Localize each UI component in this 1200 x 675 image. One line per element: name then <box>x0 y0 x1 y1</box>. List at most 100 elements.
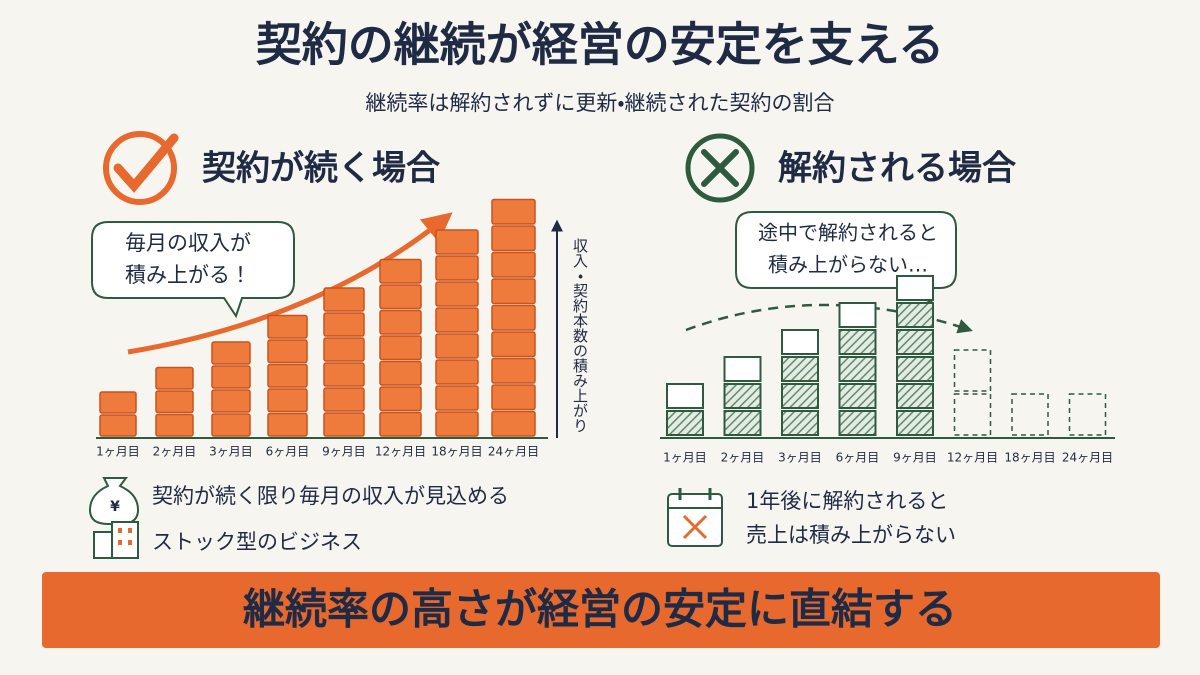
revenue-block <box>267 339 308 364</box>
revenue-block <box>267 388 308 413</box>
left-bubble-line: 積み上がる！ <box>125 263 251 287</box>
building-icon <box>93 521 139 559</box>
growth-arrow <box>127 212 453 355</box>
revenue-block <box>211 341 251 365</box>
block-stack <box>723 356 762 436</box>
revenue-block <box>838 383 877 409</box>
revenue-block <box>155 390 194 414</box>
lost-block <box>953 393 992 436</box>
right-heading: 解約される場合 <box>778 149 1017 189</box>
revenue-block <box>491 384 536 411</box>
revenue-block <box>267 314 308 339</box>
revenue-block <box>435 307 479 333</box>
block-stack <box>323 287 365 437</box>
revenue-block <box>323 412 365 437</box>
revenue-block <box>666 383 704 409</box>
revenue-block <box>379 335 422 361</box>
revenue-block <box>666 410 704 436</box>
left-note: 契約が続く限り毎月の収入が見込める <box>152 484 509 508</box>
lost-stack <box>1011 393 1049 436</box>
revenue-block <box>99 414 137 437</box>
revenue-block <box>435 229 479 255</box>
revenue-block <box>838 356 877 382</box>
right-bubble-line: 途中で解約されると <box>758 221 938 245</box>
revenue-block <box>323 312 365 337</box>
x-label: 24ヶ月目 <box>488 445 539 459</box>
revenue-block <box>896 383 934 409</box>
revenue-block <box>435 411 479 437</box>
right-note: 売上は積み上がらない <box>746 523 956 547</box>
left-bubble <box>91 221 295 319</box>
x-label: 12ヶ月目 <box>375 445 426 459</box>
subtitle: 継続率は解約されずに更新・継続された契約の割合 <box>365 91 834 115</box>
revenue-block <box>379 360 422 386</box>
block-stack <box>491 198 536 437</box>
block-stack <box>838 302 877 436</box>
revenue-block <box>379 411 422 437</box>
x-label: 1ヶ月目 <box>96 445 140 459</box>
revenue-block <box>896 302 934 328</box>
revenue-block <box>435 385 479 411</box>
revenue-block <box>267 412 308 437</box>
revenue-block <box>491 198 536 225</box>
lost-block <box>1068 393 1107 436</box>
revenue-block <box>323 362 365 387</box>
block-stack <box>267 314 308 437</box>
left-heading: 契約が続く場合 <box>202 149 441 189</box>
revenue-block <box>491 304 536 331</box>
x-label: 18ヶ月目 <box>431 445 482 459</box>
x-label: 3ヶ月目 <box>778 451 822 465</box>
revenue-block <box>379 386 422 412</box>
decline-arrow <box>685 303 973 334</box>
x-label: 9ヶ月目 <box>893 451 937 465</box>
revenue-block <box>896 410 934 436</box>
revenue-block <box>211 365 251 389</box>
calendar-icon <box>667 488 723 547</box>
revenue-block <box>491 357 536 384</box>
revenue-block <box>211 389 251 413</box>
block-stack <box>99 391 137 437</box>
block-stack <box>896 275 934 436</box>
revenue-block <box>155 413 194 437</box>
block-stack <box>781 329 819 436</box>
revenue-block <box>155 366 194 390</box>
revenue-block <box>379 284 422 310</box>
revenue-block <box>267 363 308 388</box>
x-label: 6ヶ月目 <box>836 451 880 465</box>
revenue-block <box>435 333 479 359</box>
right-bubble-line: 積み上がらない… <box>768 253 928 277</box>
block-stack <box>155 366 194 437</box>
lost-block <box>953 349 992 392</box>
revenue-block <box>379 258 422 284</box>
revenue-block <box>323 387 365 412</box>
revenue-block <box>491 251 536 278</box>
revenue-block <box>435 255 479 281</box>
revenue-block <box>435 359 479 385</box>
x-label: 6ヶ月目 <box>266 445 310 459</box>
left-axis-label: 収入・契約本数の積み上がり <box>571 238 589 433</box>
x-label: 9ヶ月目 <box>322 445 366 459</box>
svg-text:¥: ¥ <box>110 499 120 515</box>
revenue-block <box>781 329 819 355</box>
block-stack <box>379 258 422 437</box>
block-stack <box>666 383 704 436</box>
title: 契約の継続が経営の安定を支える <box>256 18 945 72</box>
right-note: 1年後に解約されると <box>746 489 948 513</box>
revenue-block <box>781 410 819 436</box>
lost-stack <box>1068 393 1107 436</box>
revenue-block <box>723 383 762 409</box>
banner <box>42 572 1160 648</box>
x-label: 12ヶ月目 <box>947 451 998 465</box>
revenue-block <box>781 383 819 409</box>
revenue-block <box>491 278 536 305</box>
revenue-block <box>211 413 251 437</box>
revenue-block <box>99 391 137 414</box>
x-label: 24ヶ月目 <box>1062 451 1113 465</box>
revenue-block <box>896 275 934 301</box>
revenue-block <box>323 287 365 312</box>
revenue-block <box>491 225 536 252</box>
revenue-block <box>435 281 479 307</box>
lost-block <box>1011 393 1049 436</box>
banner-text: 継続率の高さが経営の安定に直結する <box>243 585 957 634</box>
